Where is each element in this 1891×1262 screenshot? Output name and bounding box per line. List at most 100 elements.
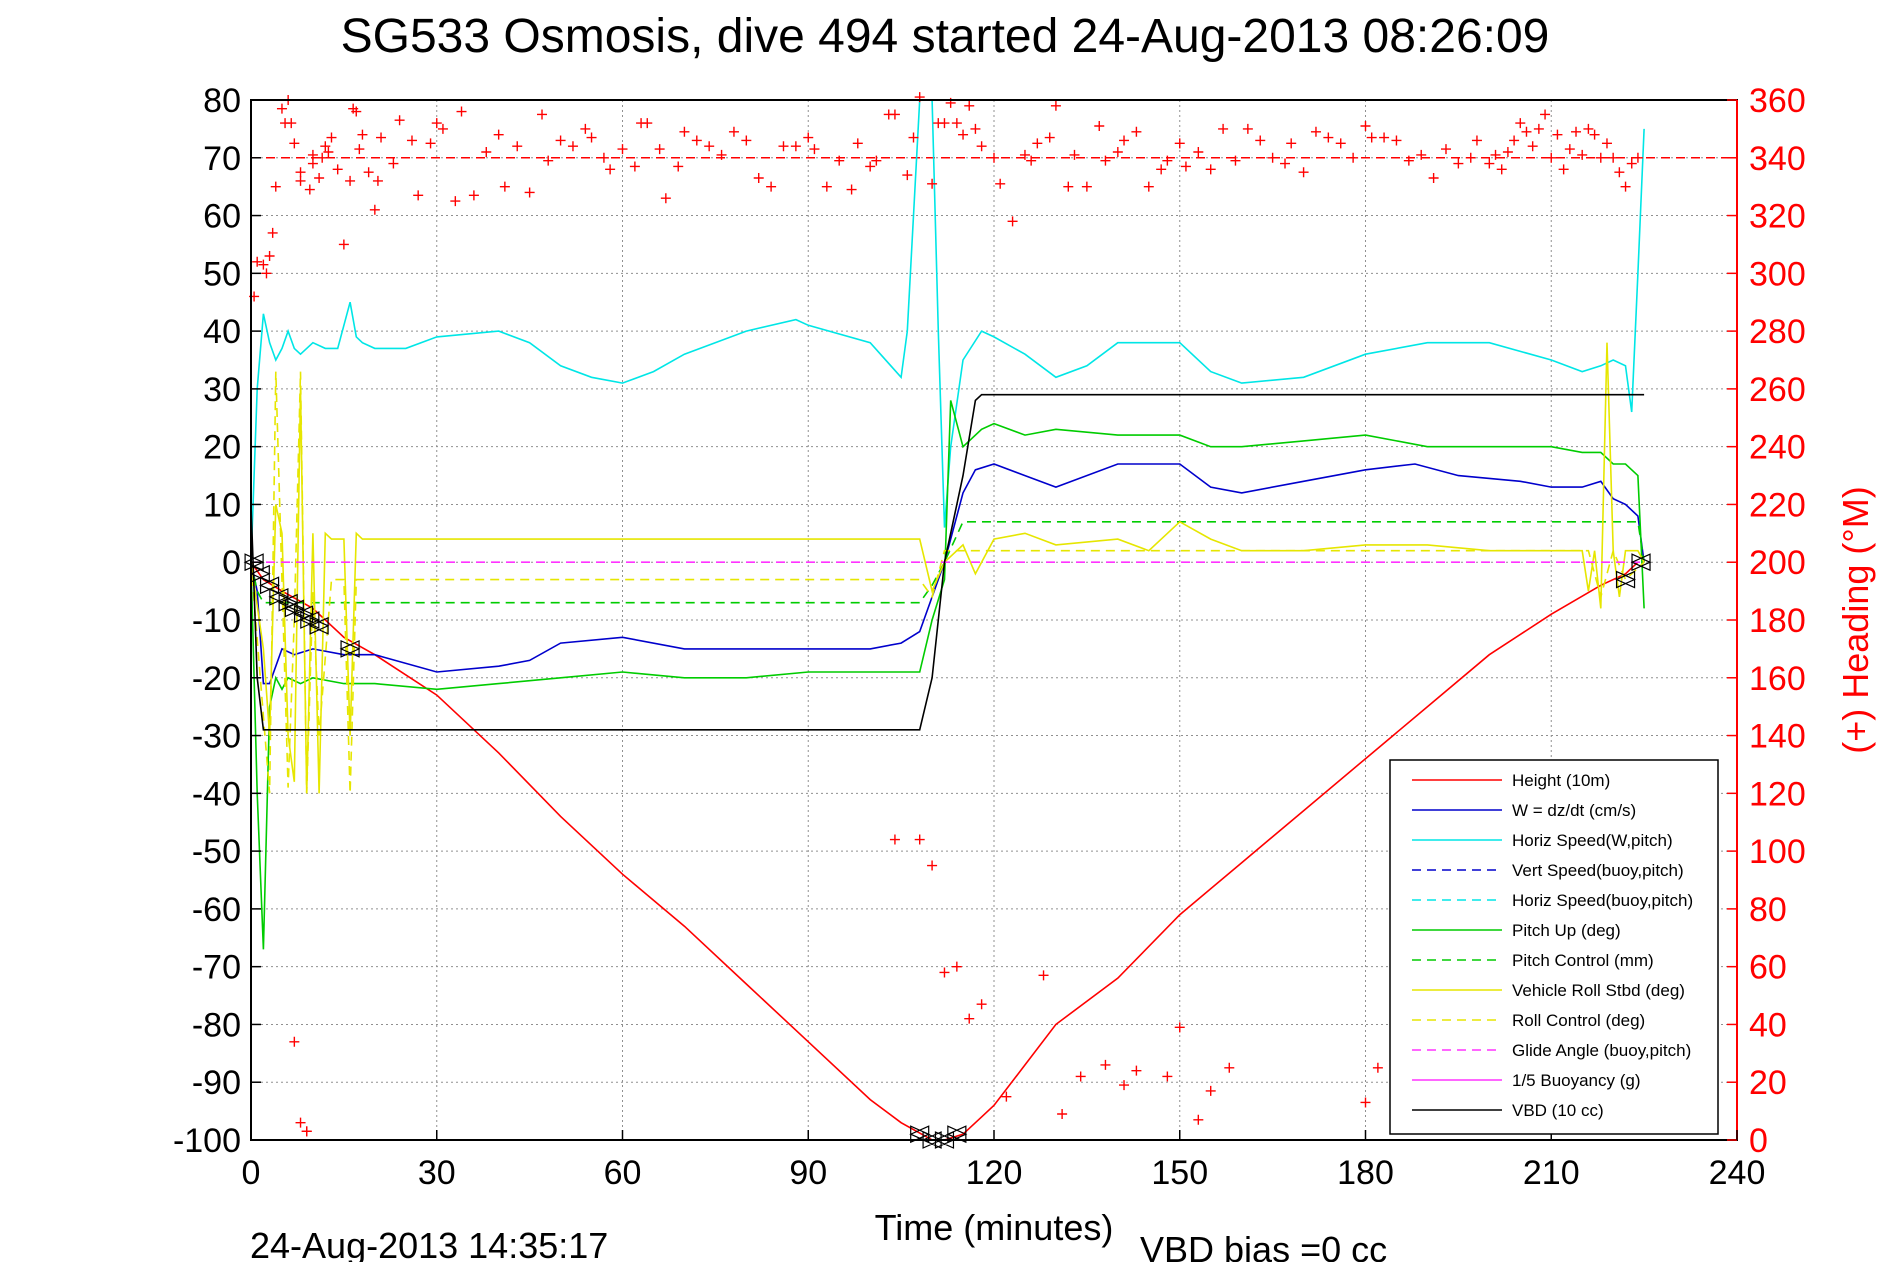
heading-point (766, 181, 777, 192)
heading-point (307, 149, 318, 160)
y2-tick-label: 60 (1749, 949, 1787, 987)
heading-point (605, 164, 616, 175)
legend-entry: W = dz/dt (cm/s) (1512, 801, 1636, 820)
heading-point (976, 141, 987, 152)
heading-point (555, 135, 566, 146)
heading-point (1218, 123, 1229, 134)
depth-marker (308, 616, 330, 635)
heading-point (964, 100, 975, 111)
heading-point (1509, 135, 1520, 146)
heading-point (889, 834, 900, 845)
x-tick-label: 120 (966, 1154, 1023, 1192)
heading-point (338, 239, 349, 250)
heading-point (1075, 1071, 1086, 1082)
x-tick-label: 180 (1337, 1154, 1394, 1192)
heading-point (351, 106, 362, 117)
heading-point (927, 860, 938, 871)
y2-tick-label: 200 (1749, 544, 1806, 582)
heading-point (1162, 1071, 1173, 1082)
heading-point (964, 1013, 975, 1024)
heading-point (580, 123, 591, 134)
heading-point (1180, 161, 1191, 172)
heading-point (976, 999, 987, 1010)
heading-point (323, 147, 334, 157)
heading-point (834, 155, 845, 166)
heading-point (1131, 1065, 1142, 1076)
heading-point (1032, 138, 1043, 149)
y-tick-label: 0 (222, 544, 241, 582)
x-tick-label: 30 (418, 1154, 456, 1192)
legend-entry: Height (10m) (1512, 771, 1610, 790)
heading-point (1583, 123, 1594, 134)
heading-point (1379, 132, 1390, 143)
depth-marker (946, 1125, 968, 1144)
heading-point (1286, 138, 1297, 149)
heading-point (320, 141, 331, 152)
heading-point (512, 141, 523, 152)
y-tick-label: -10 (192, 602, 241, 640)
heading-point (728, 126, 739, 137)
y-tick-label: -60 (192, 891, 241, 929)
legend: Height (10m) W = dz/dt (cm/s) Horiz Speed(… (1389, 759, 1719, 1135)
legend-entry: 1/5 Buoyancy (g) (1512, 1071, 1641, 1090)
heading-point (660, 193, 671, 204)
heading-point (1205, 1085, 1216, 1096)
legend-entry: Pitch Control (mm) (1512, 951, 1654, 970)
heading-point (388, 158, 399, 169)
heading-point (1057, 1109, 1068, 1119)
y2-tick-label: 140 (1749, 718, 1806, 756)
heading-point (276, 103, 287, 114)
heading-point (716, 149, 727, 160)
heading-point (1595, 152, 1606, 163)
heading-point (1490, 149, 1501, 160)
heading-point (1564, 144, 1575, 155)
heading-point (1558, 164, 1569, 175)
legend-entry: Vert Speed(buoy,pitch) (1512, 861, 1684, 880)
heading-point (1007, 216, 1018, 227)
heading-point (1335, 138, 1346, 149)
heading-point (1119, 135, 1130, 146)
legend-entry: Glide Angle (buoy,pitch) (1512, 1041, 1691, 1060)
y-tick-label: 50 (203, 255, 241, 293)
heading-point (914, 834, 925, 845)
vbd-bias-label: VBD bias =0 cc (1140, 1229, 1387, 1262)
heading-point (345, 175, 356, 186)
heading-point (1465, 152, 1476, 163)
y2-axis-ticks: 3603403203002802602402202001801601401201… (1727, 82, 1806, 1160)
y2-tick-label: 160 (1749, 660, 1806, 698)
x-axis-ticks: 0 30 60 90 120 150 180 210 240 (242, 1130, 1765, 1192)
heading-point (372, 175, 383, 186)
heading-point (1224, 1062, 1235, 1073)
heading-point (1589, 129, 1600, 140)
heading-point (326, 132, 337, 143)
heading-point (1348, 152, 1359, 163)
heading-point (1620, 181, 1631, 192)
heading-point (846, 184, 857, 195)
heading-point (332, 164, 343, 175)
heading-point (1081, 181, 1092, 192)
heading-point (654, 144, 665, 155)
heading-point (1428, 173, 1439, 183)
heading-point (1298, 167, 1309, 178)
x-tick-label: 150 (1151, 1154, 1208, 1192)
heading-point (1632, 152, 1643, 163)
heading-point (270, 181, 281, 192)
heading-point (481, 147, 492, 157)
heading-point (852, 138, 863, 149)
y-tick-label: 30 (203, 371, 241, 409)
legend-entry: Horiz Speed(buoy,pitch) (1512, 891, 1693, 910)
y2-tick-label: 340 (1749, 140, 1806, 178)
heading-point (1372, 1062, 1383, 1073)
heading-point (1069, 149, 1080, 160)
heading-point (1162, 155, 1173, 166)
depth-marker (243, 553, 265, 572)
heading-point (289, 138, 300, 149)
heading-point (889, 109, 900, 120)
heading-point (261, 268, 272, 279)
y2-tick-label: 20 (1749, 1064, 1787, 1102)
depth-marker (1615, 570, 1637, 589)
series-line-6 (250, 371, 1645, 794)
heading-point (1366, 132, 1377, 143)
heading-point (951, 961, 962, 972)
